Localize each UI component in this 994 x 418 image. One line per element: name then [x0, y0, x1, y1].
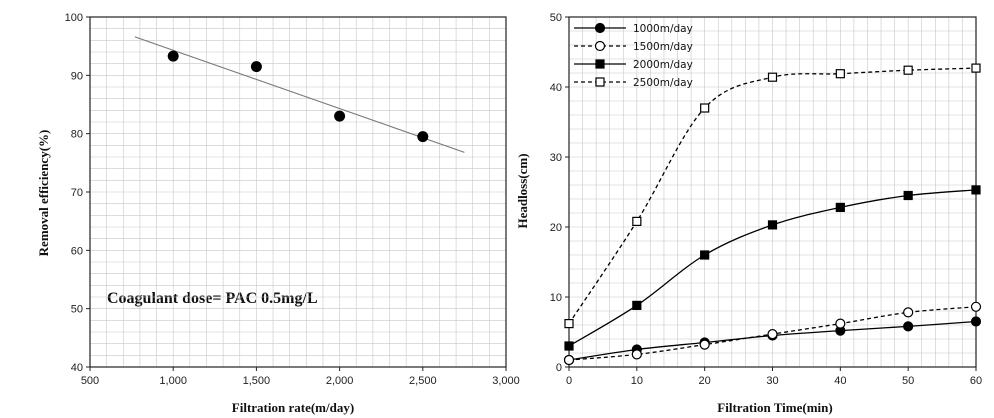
series-marker — [699, 339, 710, 350]
series-marker — [631, 349, 642, 360]
x-tick-label: 3,000 — [492, 375, 520, 387]
x-tick-label: 50 — [902, 375, 914, 387]
x-tick-label: 0 — [566, 375, 572, 387]
data-point — [417, 131, 429, 143]
legend-label: 1500m/day — [633, 41, 693, 53]
x-tick-label: 10 — [631, 375, 643, 387]
y-tick-label: 0 — [556, 362, 562, 374]
chart1-gridlines — [89, 16, 507, 368]
series-marker — [700, 103, 710, 113]
y-tick-label: 40 — [71, 362, 83, 374]
y-tick-label: 90 — [71, 70, 83, 82]
legend-marker — [595, 59, 605, 69]
series-marker — [903, 65, 913, 75]
chart2-x-axis-label: Filtration Time(min) — [717, 400, 832, 415]
series-marker — [971, 63, 981, 73]
y-tick-label: 60 — [71, 245, 83, 257]
series-marker — [632, 216, 642, 226]
chart1-y-axis-label: Removal efficiency(%) — [36, 130, 51, 257]
data-point — [250, 61, 262, 73]
series-marker — [700, 250, 710, 260]
legend-label: 2000m/day — [633, 59, 693, 71]
legend-label: 1000m/day — [633, 23, 693, 35]
x-tick-label: 20 — [699, 375, 711, 387]
x-tick-label: 30 — [766, 375, 778, 387]
data-point — [334, 110, 346, 122]
legend-marker — [594, 22, 606, 34]
series-marker — [903, 321, 914, 332]
trendline — [134, 36, 465, 153]
legend-marker — [594, 40, 606, 52]
x-tick-label: 40 — [834, 375, 846, 387]
series-marker — [835, 318, 846, 329]
series-marker — [767, 72, 778, 82]
series-marker — [835, 69, 845, 79]
chart1-x-axis-label: Filtration rate(m/day) — [232, 400, 354, 415]
series-marker — [903, 307, 914, 318]
series-marker — [767, 329, 778, 340]
x-tick-label: 500 — [81, 375, 99, 387]
y-tick-label: 50 — [550, 12, 562, 24]
series-marker — [971, 185, 981, 195]
x-tick-label: 1,000 — [159, 375, 187, 387]
x-tick-label: 60 — [970, 375, 982, 387]
series-marker — [632, 300, 642, 310]
y-tick-label: 10 — [550, 292, 562, 304]
y-tick-label: 40 — [550, 82, 562, 94]
series-marker — [563, 354, 575, 366]
series-marker — [564, 341, 574, 351]
series-marker — [903, 190, 913, 201]
coagulant-dose-annotation: Coagulant dose= PAC 0.5mg/L — [107, 290, 318, 307]
series-marker — [970, 316, 982, 327]
y-tick-label: 70 — [71, 187, 83, 199]
x-tick-label: 2,000 — [326, 375, 354, 387]
legend: 1000m/day 1500m/day 2000m/day 2500m/day — [574, 22, 693, 89]
y-tick-label: 30 — [550, 152, 562, 164]
series-line — [568, 67, 977, 324]
series-marker — [564, 319, 574, 329]
y-tick-label: 20 — [550, 222, 562, 234]
legend-marker — [595, 77, 605, 87]
chart2-gridlines — [568, 16, 977, 368]
legend-label: 2500m/day — [633, 77, 693, 89]
y-tick-label: 100 — [65, 12, 83, 24]
y-tick-label: 80 — [71, 129, 83, 141]
chart2-y-axis-label: Headloss(cm) — [515, 153, 530, 228]
x-tick-label: 2,500 — [409, 375, 437, 387]
series-marker — [767, 220, 778, 230]
series-marker — [835, 202, 845, 212]
series-marker — [970, 301, 982, 312]
removal-efficiency-chart: Coagulant dose= PAC 0.5mg/L Filtration r… — [36, 12, 520, 415]
headloss-chart: Filtration Time(min) Headloss(cm) 0 10 20 3… — [515, 12, 982, 415]
y-tick-label: 50 — [71, 304, 83, 316]
data-point — [167, 50, 179, 62]
x-tick-label: 1,500 — [243, 375, 271, 387]
